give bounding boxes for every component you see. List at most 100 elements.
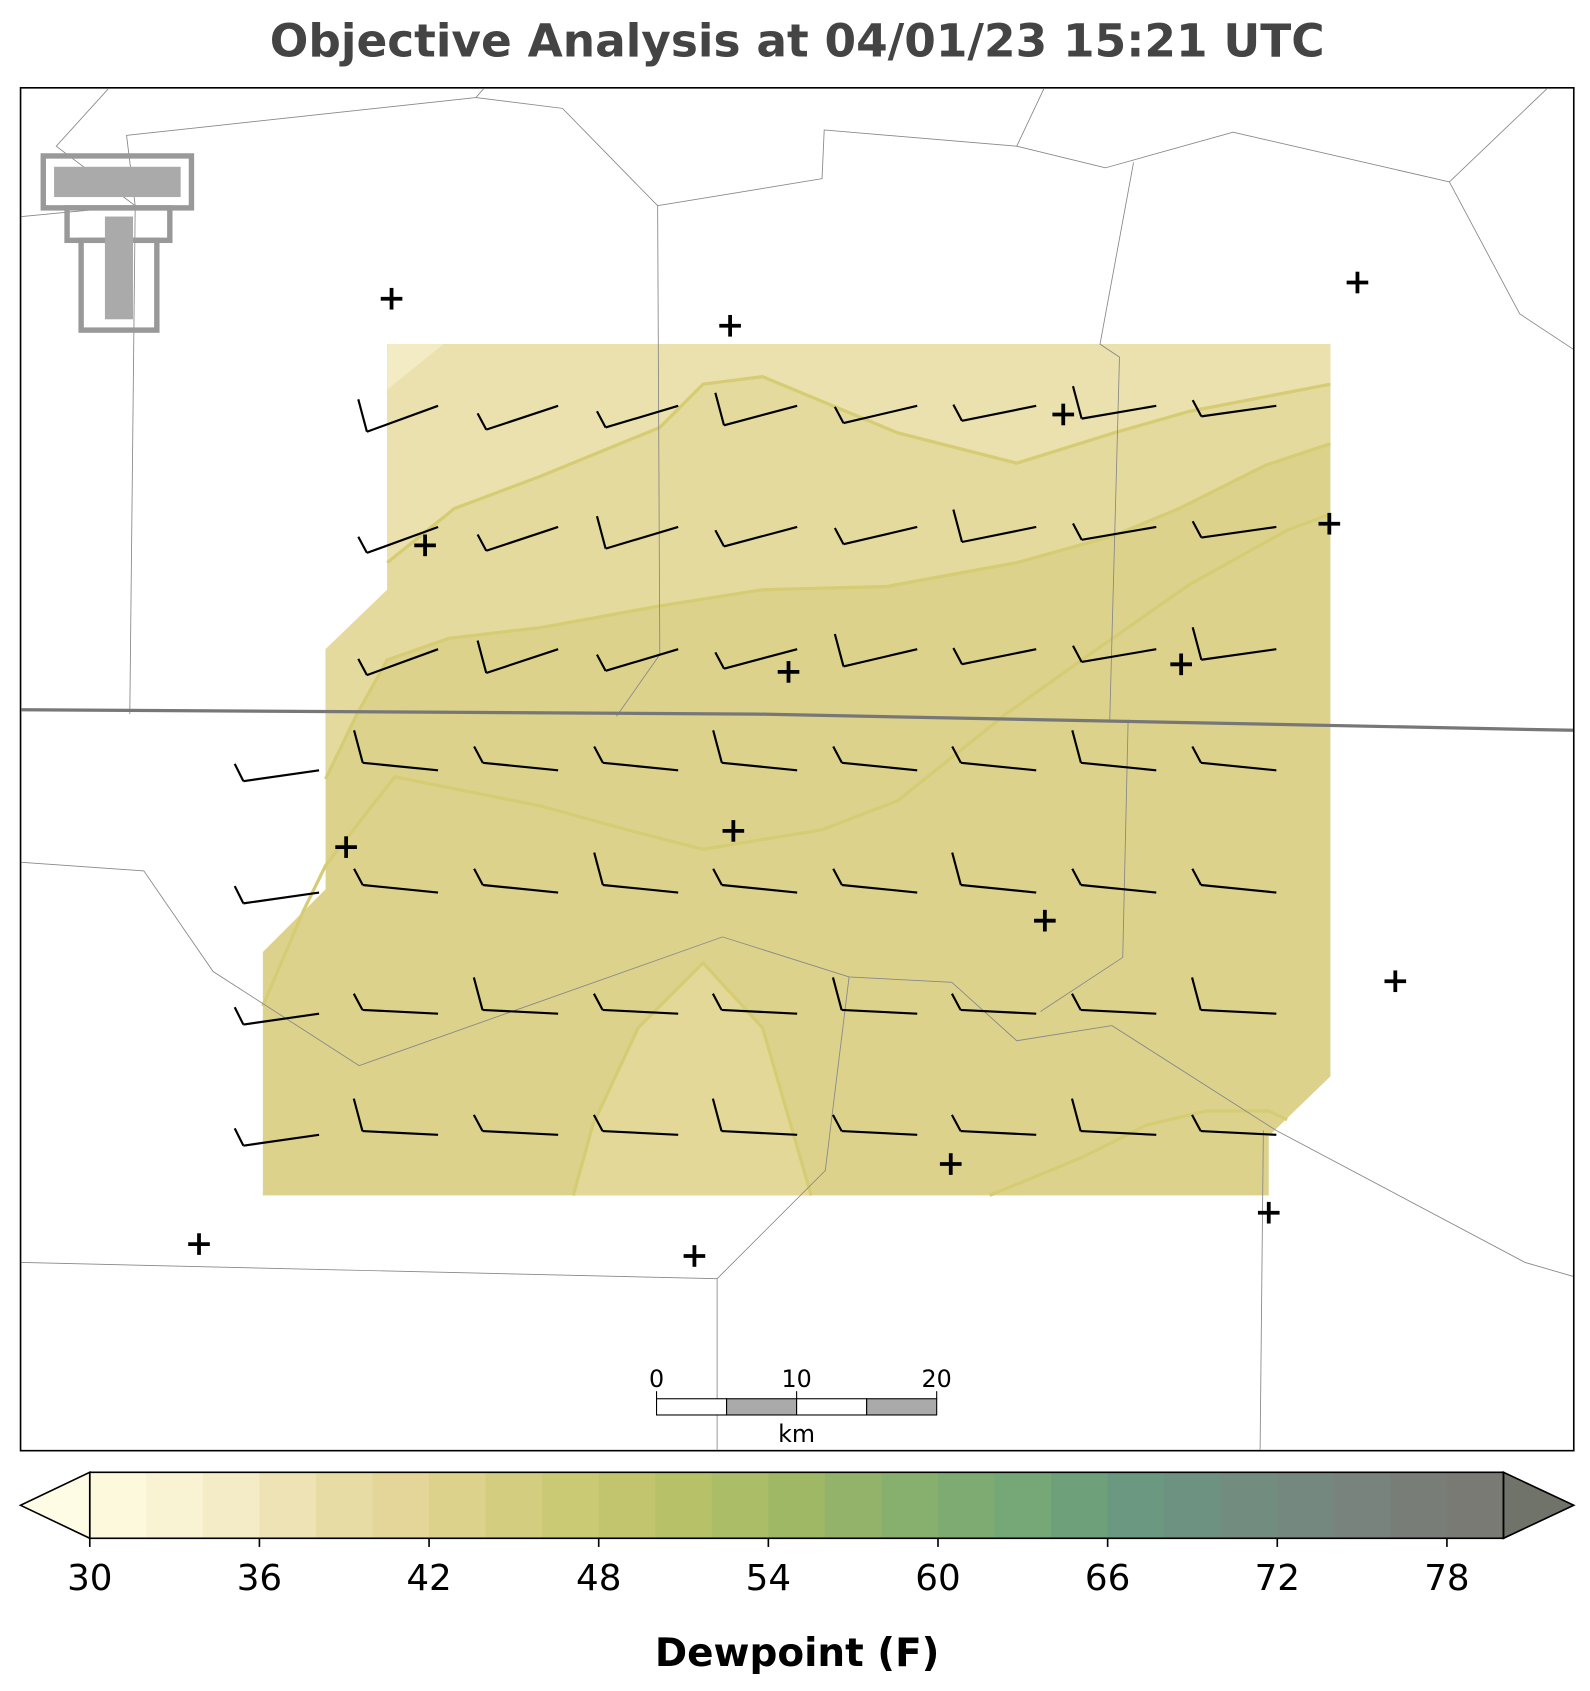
barb-flag [1191, 627, 1203, 661]
colorbar-swatch [598, 1472, 656, 1539]
colorbar-tick-label: 54 [746, 1558, 791, 1599]
scale-bar: 0 10 20 km [649, 1365, 952, 1448]
barb-staff [843, 404, 918, 425]
colorbar-tick-label: 72 [1255, 1558, 1300, 1599]
barb-staff [482, 761, 559, 772]
barb-staff [960, 1008, 1037, 1015]
barb-flag [714, 529, 725, 547]
colorbar: 30 36 42 48 54 60 66 72 78 [18, 1471, 1576, 1599]
colorbar-swatch [824, 1472, 882, 1539]
barb-staff [841, 1129, 918, 1136]
colorbar-swatch [146, 1472, 204, 1539]
colorbar-swatch [259, 1472, 317, 1539]
scale-segment [866, 1398, 938, 1416]
barb-flag [595, 515, 607, 549]
barb-flag [714, 651, 725, 670]
barb-staff [960, 761, 1037, 772]
barb-flag [1191, 399, 1203, 417]
colorbar-tick-label: 36 [237, 1558, 282, 1599]
barb-flag [833, 527, 845, 545]
barb-flag [1071, 993, 1082, 1011]
colorbar-swatch [937, 1472, 996, 1539]
logo [40, 153, 195, 333]
colorbar-label: Dewpoint (F) [655, 1631, 940, 1676]
colorbar-swatch [1446, 1472, 1505, 1539]
barb-staff [841, 883, 918, 894]
barb-flag [832, 868, 843, 886]
barb-flag [596, 410, 607, 428]
barb-staff [482, 883, 559, 894]
barb-staff [960, 883, 1037, 894]
barb-staff [485, 404, 559, 431]
colorbar-swatch [89, 1472, 147, 1539]
barb-staff [362, 761, 439, 772]
colorbar-tick-label: 60 [915, 1558, 960, 1599]
barb-flag [831, 977, 843, 1011]
barb-staff [961, 525, 1037, 544]
barb-flag [476, 534, 488, 552]
barb-staff [243, 1133, 320, 1147]
colorbar-over [1502, 1471, 1576, 1540]
barb-flag [352, 1098, 364, 1132]
map-frame [19, 87, 1575, 1452]
colorbar-swatch [1220, 1472, 1278, 1539]
barb-flag [593, 746, 604, 764]
colorbar-tick-label: 78 [1424, 1558, 1469, 1599]
barb-staff [960, 1129, 1037, 1136]
barb-flag [472, 977, 484, 1011]
barb-staff [1080, 1008, 1157, 1015]
scale-segment [796, 1398, 868, 1416]
scale-segment [656, 1398, 728, 1416]
barb-flag [357, 536, 368, 554]
barb-staff [1080, 1129, 1157, 1136]
barb-flag [592, 1114, 604, 1132]
barb-flag [357, 658, 368, 676]
stations [188, 271, 1407, 1267]
boundaries [21, 88, 1575, 1450]
scale-tick-label: 10 [781, 1365, 811, 1393]
barb-staff [366, 404, 439, 433]
barb-staff [843, 525, 918, 546]
barb-staff [723, 648, 798, 670]
barb-staff [362, 1129, 439, 1136]
barb-flag [1071, 385, 1083, 419]
barb-staff [602, 883, 679, 894]
barb-staff [243, 891, 320, 905]
barb-flag [1071, 730, 1082, 764]
barb-staff [841, 1008, 918, 1015]
colorbar-swatch [1277, 1472, 1335, 1539]
barb-staff [243, 1012, 320, 1026]
barb-flag [952, 509, 964, 543]
barb-flag [233, 1006, 245, 1025]
barb-flag [472, 1114, 484, 1132]
colorbar-swatch [994, 1472, 1052, 1539]
barb-staff [605, 648, 679, 672]
barb-staff [723, 404, 798, 427]
colorbar-tick-label: 42 [406, 1558, 451, 1599]
barb-staff [1201, 404, 1277, 418]
barb-flag [1071, 868, 1082, 886]
barb-staff [723, 525, 798, 548]
barb-flag [1072, 523, 1083, 541]
barb-staff [721, 883, 798, 894]
barb-staff [485, 525, 559, 552]
wind-barbs [233, 385, 1277, 1147]
barb-staff [961, 648, 1037, 666]
barb-staff [605, 404, 679, 429]
barb-flag [473, 868, 484, 886]
colorbar-swatch [1333, 1472, 1391, 1539]
barb-flag [831, 1114, 843, 1132]
barb-staff [1200, 883, 1277, 894]
colorbar-swatch [542, 1472, 600, 1539]
barb-flag [1072, 645, 1083, 663]
barb-flag [1070, 1098, 1082, 1132]
barb-flag [476, 640, 488, 674]
barb-flag [1191, 746, 1202, 764]
barb-flag [593, 852, 604, 886]
colorbar-swatch [1164, 1472, 1222, 1539]
colorbar-swatch [315, 1472, 374, 1539]
barb-staff [482, 1129, 559, 1136]
barb-flag [714, 392, 726, 426]
colorbar-swatch [429, 1472, 487, 1539]
